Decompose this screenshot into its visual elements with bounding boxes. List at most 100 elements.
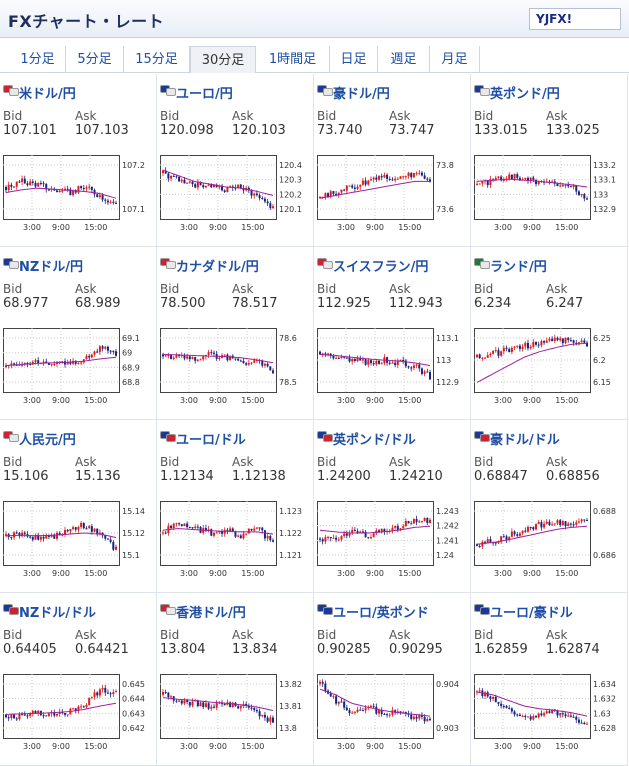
candle-body xyxy=(489,539,492,543)
tab-1[interactable]: 1分足 xyxy=(10,46,66,73)
chart-container[interactable]: 0.904 0.903 3:00 9:00 15:00 xyxy=(317,674,469,758)
candle-body xyxy=(93,351,96,355)
candle-body xyxy=(526,716,529,718)
candle-body xyxy=(247,363,250,365)
candle-body xyxy=(337,539,340,541)
mini-chart[interactable]: 0.645 0.644 0.643 0.642 3:00 9:00 15:00 xyxy=(3,674,155,754)
chart-container[interactable]: 133.2 133.1 133 132.9 3:00 9:00 15:00 xyxy=(474,155,626,239)
pair-name[interactable]: NZドル/円 xyxy=(19,260,84,275)
candle-body xyxy=(429,179,431,182)
chart-container[interactable]: 1.123 1.122 1.121 3:00 9:00 15:00 xyxy=(160,501,312,585)
candle-body xyxy=(15,532,18,534)
pair-name[interactable]: 英ポンド/ドル xyxy=(333,433,416,448)
x-tick-label: 15:00 xyxy=(398,742,421,751)
candle-body xyxy=(367,180,370,185)
chart-container[interactable]: 6.25 6.2 6.15 3:00 9:00 15:00 xyxy=(474,328,626,412)
currency-flag-icon xyxy=(474,431,490,442)
chart-container[interactable]: 113.1 113 112.9 3:00 9:00 15:00 xyxy=(317,328,469,412)
pair-name[interactable]: NZドル/ドル xyxy=(19,606,97,621)
candle-body xyxy=(402,176,405,178)
currency-flag-icon xyxy=(160,258,176,269)
candle-body xyxy=(261,714,264,717)
candle-body xyxy=(429,718,431,721)
mini-chart[interactable]: 69.1 69 68.9 68.8 3:00 9:00 15:00 xyxy=(3,328,155,408)
candle-body xyxy=(391,710,394,715)
candle-body xyxy=(575,185,578,192)
pair-name[interactable]: ユーロ/豪ドル xyxy=(490,606,573,621)
chart-container[interactable]: 15.14 15.12 15.1 3:00 9:00 15:00 xyxy=(3,501,155,585)
mini-chart[interactable]: 13.82 13.81 13.8 3:00 9:00 15:00 xyxy=(160,674,312,754)
pair-name[interactable]: ランド/円 xyxy=(490,260,547,275)
candle-body xyxy=(61,190,64,192)
candle-body xyxy=(207,184,210,186)
candle-body xyxy=(82,188,85,190)
candle-body xyxy=(98,532,101,535)
pair-name[interactable]: スイスフラン/円 xyxy=(333,260,429,275)
candle-body xyxy=(77,526,80,530)
candle-body xyxy=(575,716,578,720)
mini-chart[interactable]: 113.1 113 112.9 3:00 9:00 15:00 xyxy=(317,328,469,408)
candle-body xyxy=(369,360,372,364)
candle-body xyxy=(367,360,370,365)
pair-name[interactable]: ユーロ/円 xyxy=(176,87,233,102)
mini-chart[interactable]: 6.25 6.2 6.15 3:00 9:00 15:00 xyxy=(474,328,626,408)
pair-name[interactable]: ユーロ/ドル xyxy=(176,433,246,448)
tab-6[interactable]: 日足 xyxy=(330,46,378,73)
mini-chart[interactable]: 107.2 107.1 3:00 9:00 15:00 xyxy=(3,155,155,235)
tab-7[interactable]: 週足 xyxy=(378,46,430,73)
pair-name[interactable]: 人民元/円 xyxy=(19,433,76,448)
chart-container[interactable]: 1.243 1.242 1.241 1.24 3:00 9:00 15:00 xyxy=(317,501,469,585)
tab-8[interactable]: 月足 xyxy=(430,46,480,73)
pair-name[interactable]: ユーロ/英ポンド xyxy=(333,606,429,621)
x-tick-label: 9:00 xyxy=(366,569,384,578)
moving-average-line xyxy=(476,178,588,188)
candle-body xyxy=(543,713,546,716)
brand-logo[interactable]: YJFX! xyxy=(529,8,621,30)
candle-body xyxy=(72,708,75,710)
pair-name[interactable]: カナダドル/円 xyxy=(176,260,259,275)
tab-2[interactable]: 5分足 xyxy=(66,46,124,73)
pair-name[interactable]: 豪ドル/ドル xyxy=(490,433,560,448)
mini-chart[interactable]: 0.904 0.903 3:00 9:00 15:00 xyxy=(317,674,469,754)
pair-name[interactable]: 英ポンド/円 xyxy=(490,87,560,102)
chart-container[interactable]: 0.645 0.644 0.643 0.642 3:00 9:00 15:00 xyxy=(3,674,155,758)
rate-card: 米ドル/円 Bid Ask 107.101 107.103 107.2 107.1 3:00 9… xyxy=(0,74,157,247)
tab-3[interactable]: 15分足 xyxy=(124,46,190,73)
chart-container[interactable]: 0.688 0.686 3:00 9:00 15:00 xyxy=(474,501,626,585)
mini-chart[interactable]: 0.688 0.686 3:00 9:00 15:00 xyxy=(474,501,626,581)
chart-container[interactable]: 69.1 69 68.9 68.8 3:00 9:00 15:00 xyxy=(3,328,155,412)
y-tick-label: 13.8 xyxy=(279,724,297,733)
mini-chart[interactable]: 15.14 15.12 15.1 3:00 9:00 15:00 xyxy=(3,501,155,581)
candle-body xyxy=(513,174,516,179)
mini-chart[interactable]: 73.8 73.6 3:00 9:00 15:00 xyxy=(317,155,469,235)
bid-value: 78.500 xyxy=(160,296,206,311)
candle-body xyxy=(170,696,173,698)
pair-name[interactable]: 香港ドル/円 xyxy=(176,606,246,621)
mini-chart[interactable]: 133.2 133.1 133 132.9 3:00 9:00 15:00 xyxy=(474,155,626,235)
candle-body xyxy=(410,523,413,525)
tab-4[interactable]: 30分足 xyxy=(190,46,256,73)
candle-body xyxy=(518,533,521,536)
candle-body xyxy=(489,696,492,699)
chart-frame xyxy=(160,155,277,220)
candle-body xyxy=(10,536,13,538)
chart-container[interactable]: 1.634 1.632 1.63 1.628 3:00 9:00 15:00 xyxy=(474,674,626,758)
tab-5[interactable]: 1時間足 xyxy=(256,46,330,73)
chart-container[interactable]: 13.82 13.81 13.8 3:00 9:00 15:00 xyxy=(160,674,312,758)
candle-body xyxy=(261,197,264,199)
pair-name[interactable]: 米ドル/円 xyxy=(19,87,76,102)
mini-chart[interactable]: 120.4 120.3 120.2 120.1 3:00 9:00 15:00 xyxy=(160,155,312,235)
pair-name[interactable]: 豪ドル/円 xyxy=(333,87,390,102)
candle-body xyxy=(386,714,389,716)
chart-container[interactable]: 73.8 73.6 3:00 9:00 15:00 xyxy=(317,155,469,239)
mini-chart[interactable]: 1.634 1.632 1.63 1.628 3:00 9:00 15:00 xyxy=(474,674,626,754)
chart-container[interactable]: 120.4 120.3 120.2 120.1 3:00 9:00 15:00 xyxy=(160,155,312,239)
y-tick-label: 15.12 xyxy=(122,529,145,538)
chart-container[interactable]: 78.6 78.5 3:00 9:00 15:00 xyxy=(160,328,312,412)
mini-chart[interactable]: 1.123 1.122 1.121 3:00 9:00 15:00 xyxy=(160,501,312,581)
candle-body xyxy=(418,521,421,523)
mini-chart[interactable]: 78.6 78.5 3:00 9:00 15:00 xyxy=(160,328,312,408)
mini-chart[interactable]: 1.243 1.242 1.241 1.24 3:00 9:00 15:00 xyxy=(317,501,469,581)
chart-container[interactable]: 107.2 107.1 3:00 9:00 15:00 xyxy=(3,155,155,239)
candle-body xyxy=(64,529,67,535)
